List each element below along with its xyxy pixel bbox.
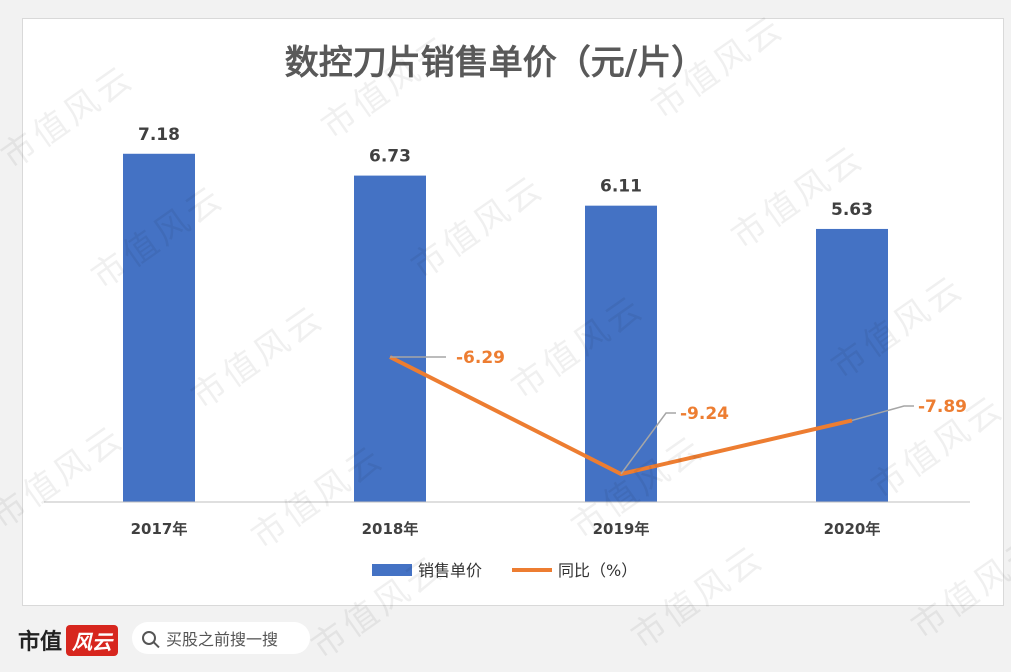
x-tick-label: 2019年 <box>593 520 650 538</box>
bar-2 <box>354 175 426 502</box>
search-input[interactable]: 买股之前搜一搜 <box>132 622 310 654</box>
bar-value-label: 5.63 <box>831 200 873 220</box>
footer-bar: 市值 风云 买股之前搜一搜 <box>0 612 1011 672</box>
bar-1 <box>123 153 195 502</box>
line-label-leader <box>851 405 914 422</box>
brand-text: 市值 <box>18 630 63 655</box>
bar-value-label: 6.11 <box>600 177 642 197</box>
brand-logo-mark: 风云 <box>66 624 119 656</box>
legend-bar-swatch <box>372 564 412 576</box>
bar-value-label: 6.73 <box>369 147 411 167</box>
chart-title: 数控刀片销售单价（元/片） <box>285 43 705 83</box>
line-label-leader <box>620 412 676 475</box>
x-tick-label: 2018年 <box>362 520 419 538</box>
bar-4 <box>816 228 888 502</box>
brand-logo[interactable]: 市值 风云 <box>18 624 119 656</box>
x-tick-label: 2017年 <box>131 520 188 538</box>
x-tick-label: 2020年 <box>824 520 881 538</box>
legend-bar-label: 销售单价 <box>418 561 482 580</box>
bar-value-label: 7.18 <box>138 125 180 145</box>
line-value-label: -7.89 <box>918 397 967 417</box>
search-icon <box>142 631 156 645</box>
line-value-label: -6.29 <box>456 348 505 368</box>
legend-line-label: 同比（%） <box>558 561 637 580</box>
search-placeholder: 买股之前搜一搜 <box>166 630 279 649</box>
legend: 销售单价 同比（%） <box>372 561 637 580</box>
line-value-label: -9.24 <box>680 404 729 424</box>
bar-3 <box>585 205 657 503</box>
